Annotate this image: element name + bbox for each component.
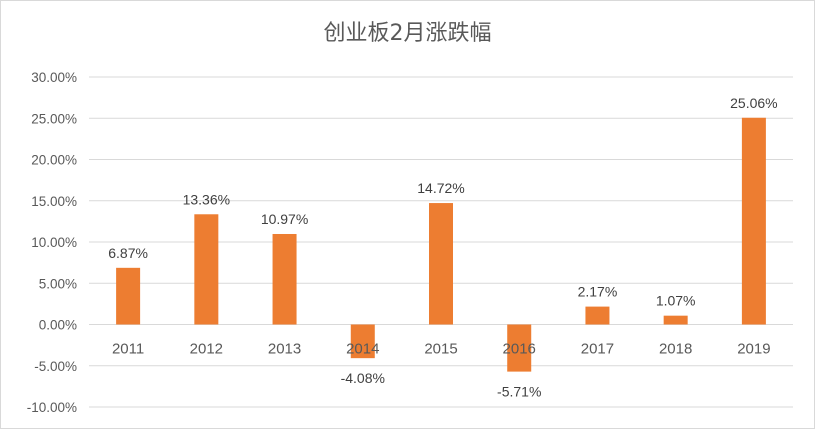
y-tick-label: 25.00%: [31, 111, 77, 126]
data-label: 2.17%: [578, 284, 618, 300]
data-label: 6.87%: [108, 245, 148, 261]
data-label: 14.72%: [417, 180, 464, 196]
chart-title: 创业板2月涨跌幅: [323, 21, 492, 46]
data-label: 10.97%: [261, 211, 308, 227]
bar: [350, 324, 375, 359]
bar: [741, 117, 766, 325]
x-tick-label: 2016: [503, 341, 536, 358]
y-tick-label: 5.00%: [39, 276, 77, 291]
bar: [272, 233, 297, 325]
bar: [507, 324, 532, 372]
bar: [194, 214, 219, 325]
x-tick-label: 2013: [268, 341, 301, 358]
x-tick-label: 2015: [424, 341, 457, 358]
bar: [429, 203, 453, 325]
data-label: 1.07%: [656, 293, 696, 309]
x-tick-label: 2011: [112, 341, 144, 358]
data-label: -4.08%: [341, 370, 385, 386]
y-tick-label: 20.00%: [31, 153, 77, 168]
x-tick-label: 2019: [737, 341, 770, 358]
bar: [663, 315, 688, 325]
bar: [116, 267, 141, 325]
x-tick-label: 2018: [659, 341, 692, 358]
bar: [585, 306, 610, 325]
data-label: 13.36%: [183, 191, 230, 207]
y-tick-label: -5.00%: [34, 359, 77, 374]
x-tick-label: 2012: [190, 341, 223, 358]
y-tick-label: 10.00%: [31, 235, 77, 250]
x-tick-label: 2014: [346, 341, 379, 358]
data-label: -5.71%: [497, 384, 541, 400]
y-tick-label: 0.00%: [39, 318, 77, 333]
x-tick-label: 2017: [581, 341, 614, 358]
y-tick-label: 15.00%: [31, 194, 77, 209]
y-tick-label: 30.00%: [31, 70, 77, 85]
y-tick-label: -10.00%: [27, 400, 77, 415]
data-label: 25.06%: [730, 95, 777, 111]
